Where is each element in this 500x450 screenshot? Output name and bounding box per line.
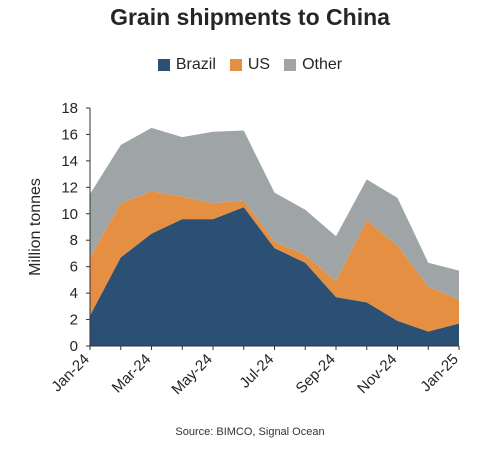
y-tick-label: 10 (61, 206, 78, 223)
chart-title: Grain shipments to China (110, 4, 390, 30)
x-tick-label: Mar-24 (109, 351, 155, 397)
legend-item-other: Other (284, 56, 342, 74)
legend-label-us: US (247, 56, 271, 73)
y-tick-label: 0 (70, 338, 78, 355)
legend-item-us: US (229, 56, 271, 74)
y-tick-label: 8 (70, 232, 78, 249)
area-brazil (90, 207, 459, 346)
source-note: Source: BIMCO, Signal Ocean (175, 426, 325, 438)
y-tick-label: 6 (70, 259, 78, 276)
legend-swatch-other (284, 59, 297, 71)
y-tick-label: 18 (61, 100, 78, 117)
legend-swatch-brazil (157, 59, 170, 71)
x-tick-label: Sep-24 (293, 351, 339, 397)
legend: Brazil US Other (0, 56, 500, 74)
area-us (90, 191, 459, 332)
x-tick-label: Jan-24 (48, 351, 92, 395)
x-tick-label: Nov-24 (354, 351, 400, 397)
y-axis-label: Million tonnes (27, 178, 44, 276)
y-tick-label: 4 (70, 285, 78, 302)
x-tick-label: Jan-25 (417, 351, 461, 395)
legend-label-other: Other (302, 56, 343, 73)
legend-label-brazil: Brazil (175, 56, 216, 73)
x-tick-label: Jul-24 (236, 351, 277, 392)
y-tick-label: 2 (70, 312, 78, 329)
legend-item-brazil: Brazil (157, 56, 216, 74)
legend-swatch-us (229, 59, 242, 71)
y-tick-label: 16 (61, 126, 78, 143)
area-other (90, 127, 459, 300)
y-tick-label: 12 (61, 179, 78, 196)
y-tick-label: 14 (61, 153, 78, 170)
x-tick-label: May-24 (168, 351, 215, 398)
